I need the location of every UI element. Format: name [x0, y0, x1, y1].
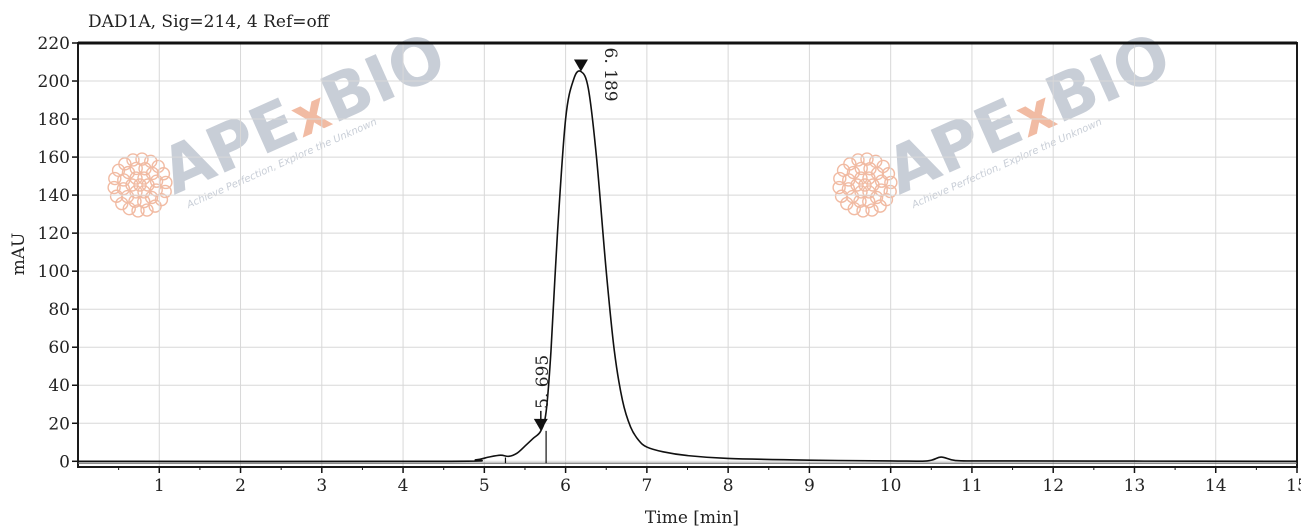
x-tick-label: 7 [641, 476, 652, 496]
x-tick-label: 13 [1124, 476, 1146, 496]
y-tick-label: 80 [48, 300, 70, 320]
x-tick-label: 3 [316, 476, 327, 496]
x-tick-label: 5 [479, 476, 490, 496]
y-tick-label: 100 [38, 262, 70, 282]
y-tick-label: 200 [38, 72, 70, 92]
x-tick-label: 11 [961, 476, 983, 496]
y-tick-label: 140 [38, 186, 70, 206]
y-tick-label: 20 [48, 414, 70, 434]
y-tick-label: 40 [48, 376, 70, 396]
y-axis-label: mAU [9, 233, 29, 276]
chart-title: DAD1A, Sig=214, 4 Ref=off [88, 12, 331, 32]
x-tick-label: 14 [1205, 476, 1227, 496]
x-tick-label: 4 [398, 476, 409, 496]
y-tick-label: 60 [48, 338, 70, 358]
peak-marker [533, 418, 548, 431]
series-line-signal [77, 70, 1298, 463]
x-tick-label: 6 [560, 476, 571, 496]
x-tick-label: 12 [1042, 476, 1064, 496]
x-tick-label: 1 [154, 476, 165, 496]
x-axis-label: Time [min] [645, 508, 739, 527]
y-tick-label: 160 [38, 148, 70, 168]
x-tick-label: 15 [1286, 476, 1301, 496]
y-tick-label: 180 [38, 110, 70, 130]
y-tick-label: 120 [38, 224, 70, 244]
peak-markers: 5. 695 6. 189 [504, 48, 620, 464]
peak-label: 6. 189 [600, 48, 620, 102]
x-tick-label: 2 [235, 476, 246, 496]
x-tick-label: 10 [880, 476, 902, 496]
peak-label: 5. 695 [533, 355, 553, 409]
watermark-brand: APExBIO [150, 19, 456, 209]
peak-marker [573, 59, 588, 72]
y-tick-label: 0 [59, 452, 70, 472]
watermark-brand: APExBIO [875, 19, 1181, 209]
x-tick-label: 9 [804, 476, 815, 496]
y-tick-label: 220 [38, 34, 70, 54]
x-tick-label: 8 [723, 476, 734, 496]
